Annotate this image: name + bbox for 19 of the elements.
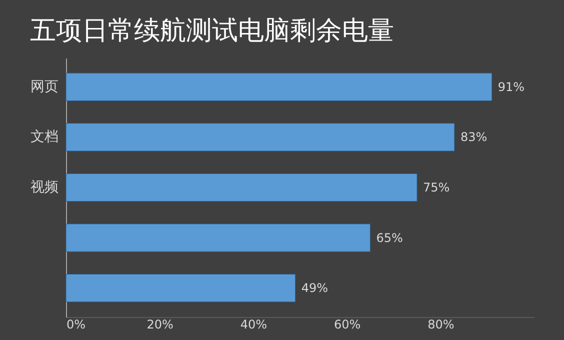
x-tick-label: 20%: [146, 318, 174, 332]
bar: [66, 224, 370, 252]
x-tick-label: 0%: [66, 318, 86, 332]
y-tick-label: 文档: [30, 129, 58, 146]
x-tick-label: 60%: [334, 318, 361, 332]
y-tick-label: 视频: [30, 180, 58, 196]
bar: [66, 274, 296, 302]
bar: [66, 72, 492, 101]
data-label: 83%: [460, 130, 488, 144]
x-tick-label: 80%: [428, 318, 454, 332]
x-tick-label: 40%: [240, 318, 268, 332]
chart-title: 五项日常续航测试电脑剩余电量: [30, 16, 394, 46]
bar: [66, 173, 418, 202]
y-tick-label: 网页: [30, 78, 58, 95]
data-label: 75%: [423, 180, 450, 194]
data-label: 91%: [498, 80, 525, 94]
bar: [66, 123, 455, 152]
data-label: 65%: [376, 230, 403, 245]
data-label: 49%: [301, 281, 328, 296]
